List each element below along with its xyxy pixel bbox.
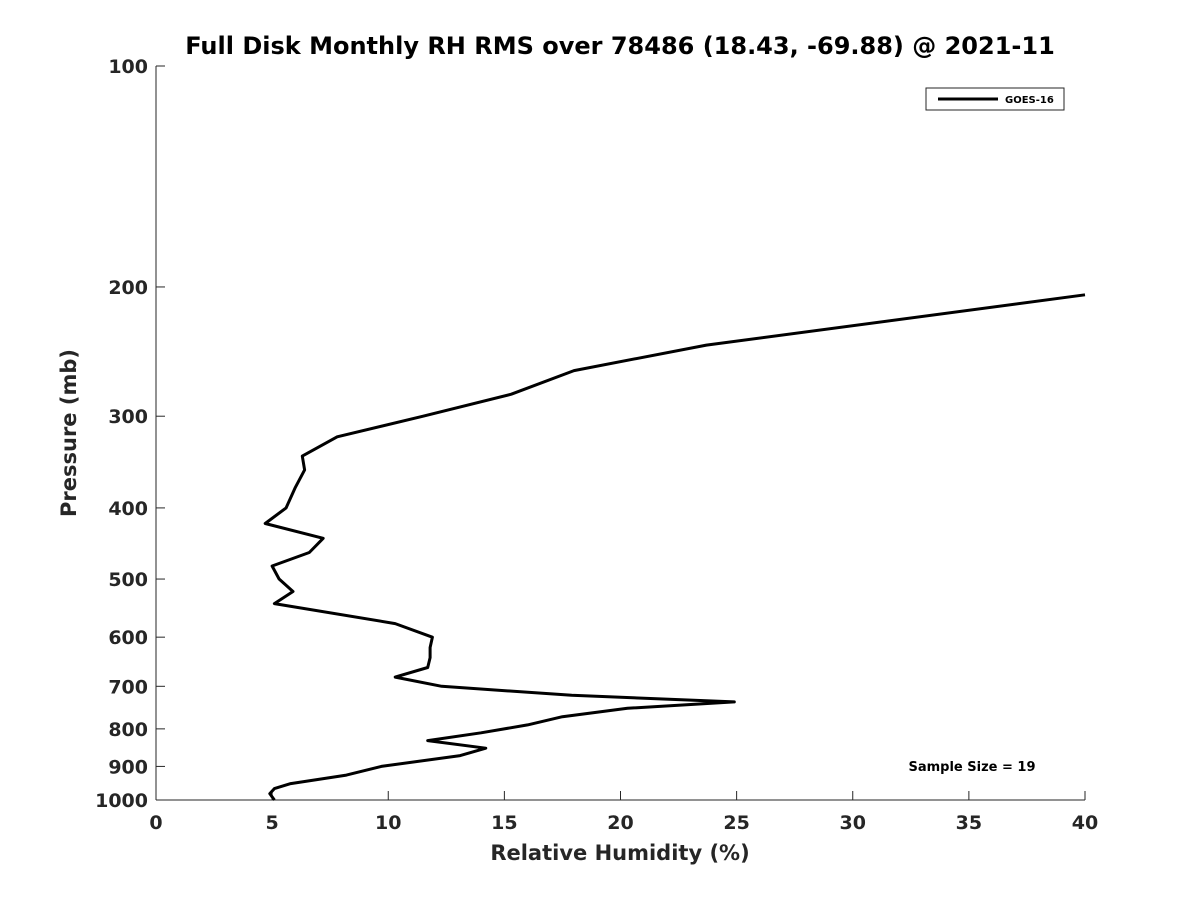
x-tick-label: 25 <box>723 812 749 834</box>
chart-title: Full Disk Monthly RH RMS over 78486 (18.… <box>185 32 1055 60</box>
x-tick-label: 5 <box>266 812 279 834</box>
x-tick-label: 35 <box>956 812 982 834</box>
y-tick-label: 600 <box>108 627 148 649</box>
y-tick-label: 200 <box>108 277 148 299</box>
x-ticks: 0 5 10 15 20 25 30 35 40 <box>149 791 1098 834</box>
series-layer <box>263 293 1086 801</box>
y-tick-label: 500 <box>108 569 148 591</box>
x-tick-label: 10 <box>375 812 401 834</box>
sample-size-annotation: Sample Size = 19 <box>908 760 1035 775</box>
x-tick-label: 0 <box>149 812 162 834</box>
y-tick-label: 300 <box>108 406 148 428</box>
y-tick-label: 1000 <box>95 790 148 812</box>
x-tick-label: 30 <box>840 812 866 834</box>
plot-area: 0 5 10 15 20 25 30 35 40 100 200 300 400 500 600 700 80… <box>95 56 1098 834</box>
legend-label-goes-16: GOES-16 <box>1005 95 1054 106</box>
x-tick-label: 40 <box>1072 812 1098 834</box>
y-axis-label: Pressure (mb) <box>57 349 81 517</box>
y-tick-label: 100 <box>108 56 148 78</box>
y-tick-label: 800 <box>108 719 148 741</box>
x-tick-label: 15 <box>491 812 517 834</box>
y-tick-label: 900 <box>108 756 148 778</box>
x-tick-label: 20 <box>607 812 633 834</box>
series-line-goes-16 <box>263 293 1086 801</box>
y-tick-label: 700 <box>108 676 148 698</box>
y-ticks: 100 200 300 400 500 600 700 800 900 1000 <box>95 56 165 812</box>
legend: GOES-16 <box>925 87 1065 111</box>
y-tick-label: 400 <box>108 498 148 520</box>
x-axis-label: Relative Humidity (%) <box>490 841 749 865</box>
